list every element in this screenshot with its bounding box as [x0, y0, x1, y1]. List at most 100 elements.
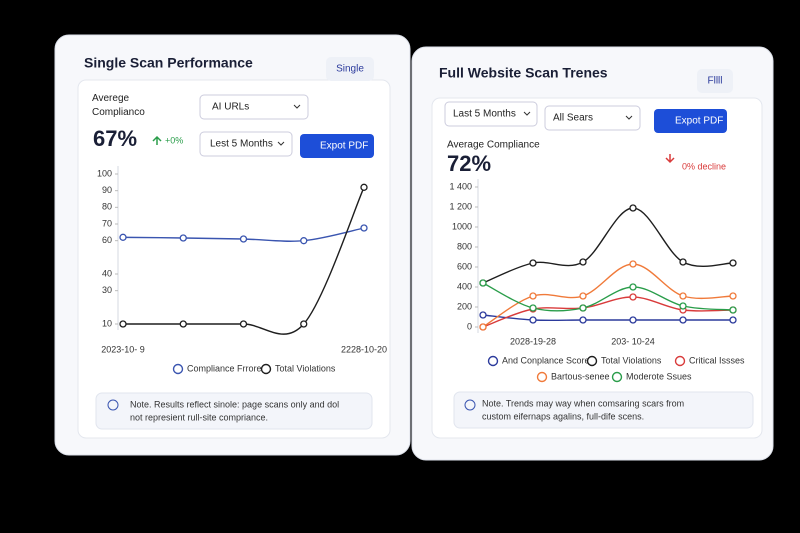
down-arrow: [665, 154, 675, 164]
note-line: Note. Results reflect sinole: page scans…: [130, 399, 339, 409]
chevron: [625, 115, 633, 120]
data-point: [529, 292, 537, 300]
y-tick-label: 90: [102, 185, 112, 195]
y-tick-label: 60: [102, 235, 112, 245]
period-dropdown[interactable]: [199, 131, 293, 157]
panel: [77, 79, 391, 439]
metric-value: 72%: [447, 151, 491, 176]
y-tick-label: 1 400: [449, 181, 472, 191]
y-tick-label: 100: [97, 168, 112, 178]
data-point: [119, 233, 127, 241]
panel: [431, 97, 763, 439]
legend-label: Moderote Ssues: [626, 371, 692, 381]
legend-swatch: [260, 363, 272, 375]
y-tick-label: 1000: [452, 221, 472, 231]
export-label: Expot PDF: [675, 116, 723, 127]
legend-swatch: [611, 371, 623, 383]
data-point: [679, 258, 687, 266]
data-point: [579, 292, 587, 300]
chevron: [277, 141, 285, 146]
data-point: [179, 234, 187, 242]
data-point: [729, 306, 737, 314]
data-point: [579, 316, 587, 324]
data-point: [679, 292, 687, 300]
filter-dropdown[interactable]: [544, 105, 641, 131]
filter-label: All Sears: [553, 113, 593, 124]
data-point: [119, 320, 127, 328]
data-point: [629, 316, 637, 324]
period-label: Lest 5 Months: [210, 139, 273, 150]
series-line: [482, 296, 734, 328]
note-line: Note. Trends may way when comsaring scar…: [482, 398, 684, 408]
legend-swatch: [172, 363, 184, 375]
card-title: Full Website Scan Trenes: [439, 65, 608, 81]
series-line: [482, 282, 734, 312]
button-label: Fllll: [708, 76, 723, 87]
data-point: [579, 258, 587, 266]
export-button[interactable]: [654, 109, 727, 133]
fill-button[interactable]: [697, 69, 733, 93]
data-point: [729, 292, 737, 300]
data-point: [529, 316, 537, 324]
data-point: [579, 304, 587, 312]
data-point: [239, 235, 248, 243]
export-label: Expot PDF: [320, 141, 368, 152]
data-point: [629, 260, 637, 268]
data-point: [300, 320, 308, 328]
card-title: Single Scan Performance: [84, 55, 253, 71]
up-arrow: [152, 135, 162, 145]
chevron: [293, 104, 301, 109]
legend-swatch: [536, 371, 548, 383]
legend-swatch: [674, 355, 686, 367]
data-point: [679, 302, 687, 310]
note-box: [95, 392, 373, 430]
y-tick-label: 70: [102, 218, 112, 228]
period-dropdown[interactable]: [444, 101, 538, 127]
data-point: [479, 323, 487, 331]
y-tick-label: 600: [457, 261, 472, 271]
y-tick-label: 400: [457, 281, 472, 291]
metric-label: Average Compliance: [447, 140, 540, 151]
y-tick-label: 10: [102, 318, 112, 328]
legend-label: Compliance Frrore: [187, 363, 262, 373]
series-line: [482, 314, 733, 322]
data-point: [239, 320, 248, 328]
metric-label-box: Averege Complianco: [92, 93, 145, 118]
legend-label: Bartous-senee: [551, 371, 610, 381]
info-icon: [107, 399, 119, 411]
data-point: [360, 224, 368, 232]
metric-label: Averege Complianco: [92, 93, 145, 118]
single-button[interactable]: [326, 57, 374, 81]
export-button[interactable]: [300, 134, 374, 158]
data-point: [360, 183, 368, 191]
legend-label: Total Violations: [601, 355, 662, 365]
y-tick-label: 200: [457, 301, 472, 311]
data-point: [179, 320, 187, 328]
y-tick-label: 80: [102, 202, 112, 212]
data-point: [300, 237, 308, 245]
x-tick-label: 203- 10-24: [611, 336, 655, 346]
filter-dropdown[interactable]: [199, 94, 309, 120]
button-label: Single: [336, 64, 364, 75]
note-line: not represient rull-site compriance.: [130, 412, 268, 422]
y-tick-label: 30: [102, 285, 112, 295]
chevron: [523, 111, 531, 116]
data-point: [479, 279, 487, 287]
data-point: [729, 259, 737, 267]
legend-label: And Conplance Score: [502, 355, 590, 365]
y-tick-label: 0: [467, 321, 472, 331]
data-point: [729, 316, 737, 324]
data-point: [629, 293, 637, 301]
note-line: custom eifernaps agalins, full-dife scen…: [482, 411, 644, 421]
legend-swatch: [586, 355, 598, 367]
data-point: [629, 204, 637, 212]
y-tick-label: 40: [102, 268, 112, 278]
x-tick-label: 2023-10- 9: [101, 344, 145, 354]
note-box: [453, 391, 754, 429]
data-point: [479, 311, 487, 319]
legend-label: Total Violations: [275, 363, 336, 373]
y-tick-label: 800: [457, 241, 472, 251]
data-point: [629, 283, 637, 291]
